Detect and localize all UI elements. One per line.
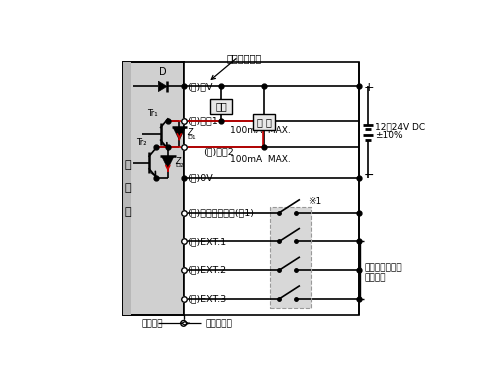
Text: リード線の色: リード線の色 [226,53,262,63]
Bar [123,62,131,315]
Text: 外部チャンネル: 外部チャンネル [365,263,402,272]
Polygon shape [158,81,167,92]
Text: 100mA  MAX.: 100mA MAX. [230,126,291,135]
Text: (紫)EXT.3: (紫)EXT.3 [187,294,226,304]
Text: 負荷: 負荷 [215,101,227,112]
Text: (灰)外部同期入力(注1): (灰)外部同期入力(注1) [187,208,254,217]
Text: Tr₁: Tr₁ [147,109,158,118]
Text: (白)出力2: (白)出力2 [203,147,234,156]
Bar [184,62,359,315]
Text: (桃)EXT.2: (桃)EXT.2 [187,266,226,275]
Text: ※1: ※1 [309,197,322,206]
Text: (茶)＋V: (茶)＋V [187,82,213,91]
Text: 12～24V DC: 12～24V DC [375,123,426,132]
Text: 外部接続例: 外部接続例 [205,319,232,328]
Bar [253,115,275,130]
Text: (青)0V: (青)0V [187,174,213,183]
Polygon shape [162,156,174,169]
Text: D1: D1 [187,135,196,140]
Text: Z: Z [187,128,193,137]
Polygon shape [173,128,186,140]
Bar [123,62,184,315]
Text: ±10%: ±10% [375,131,403,140]
Text: D2: D2 [175,163,184,169]
Text: 主

回

路: 主 回 路 [124,160,131,217]
Text: 切換入力: 切換入力 [365,273,386,282]
Bar [210,98,232,115]
Text: 負 荷: 負 荷 [257,117,271,127]
Text: +: + [364,81,375,94]
Text: Z: Z [175,157,181,166]
Text: 100mA  MAX.: 100mA MAX. [230,155,291,164]
Text: (黒)出力1: (黒)出力1 [187,116,218,125]
Text: 内部回路: 内部回路 [141,319,163,328]
Text: (橙)EXT.1: (橙)EXT.1 [187,237,226,246]
Text: −: − [364,169,374,182]
Bar [270,207,312,308]
Text: Tr₂: Tr₂ [136,138,147,147]
Text: D: D [159,67,167,77]
